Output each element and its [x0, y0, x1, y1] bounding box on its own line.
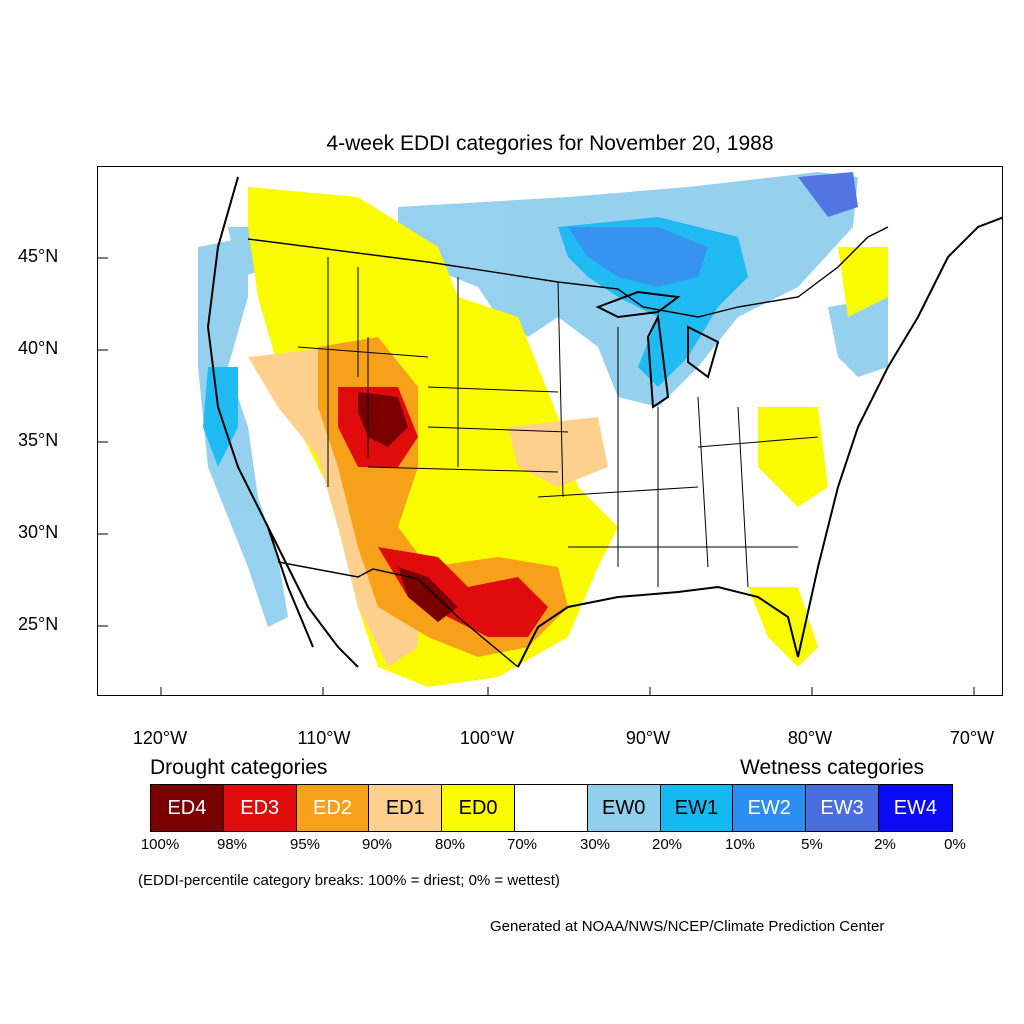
legend-cell-ed1: ED1 [369, 785, 443, 831]
ed4-utah-co [358, 392, 408, 447]
break-label: 5% [801, 836, 823, 853]
drought-categories-title: Drought categories [150, 756, 328, 779]
lat-label-40: 40°N [18, 338, 59, 358]
lake-superior [595, 290, 681, 319]
eddi-map [97, 166, 1003, 696]
ed0-east [758, 407, 828, 507]
category-legend-bar: ED4 ED3 ED2 ED1 ED0 EW0 EW1 EW2 EW3 EW4 [150, 784, 953, 832]
lon-label-100: 100°W [459, 728, 515, 748]
atlantic-coast [797, 216, 1002, 658]
lon-label-90: 90°W [625, 728, 671, 748]
credit-line: Generated at NOAA/NWS/NCEP/Climate Predi… [490, 918, 885, 935]
mexico-border [277, 561, 519, 668]
legend-cell-ed4: ED4 [151, 785, 224, 831]
ed1-central [508, 417, 608, 487]
lat-label-35: 35°N [18, 430, 59, 450]
lake-michigan [646, 313, 670, 409]
legend-cell-ew3: EW3 [806, 785, 879, 831]
map-title: 4-week EDDI categories for November 20, … [326, 132, 774, 155]
lon-label-110: 110°W [297, 728, 351, 748]
wetness-categories-title: Wetness categories [740, 756, 925, 779]
lat-label-25: 25°N [18, 614, 59, 634]
legend-cell-ew1: EW1 [660, 785, 734, 831]
gulf-coast [517, 585, 799, 668]
break-label: 20% [651, 836, 683, 853]
superior-ew2 [568, 227, 708, 287]
legend-cell-ew4: EW4 [878, 785, 952, 831]
inner-ticks [98, 257, 975, 695]
legend-cell-ew2: EW2 [733, 785, 807, 831]
lat-label-30: 30°N [18, 522, 59, 542]
ed0-southeast [748, 587, 818, 667]
legend-cell-ew0: EW0 [587, 785, 661, 831]
ed0-maine [838, 247, 888, 317]
west-coast-wet [198, 237, 288, 627]
legend-cell-ed3: ED3 [223, 785, 297, 831]
lon-label-70: 70°W [949, 728, 995, 748]
break-label: 30% [579, 836, 611, 853]
break-label: 2% [874, 836, 896, 853]
ed3-texas [378, 547, 548, 637]
boundaries [206, 176, 1002, 668]
west-coastline [206, 176, 314, 648]
northeast-wet [828, 297, 888, 377]
break-label: 70% [506, 836, 538, 853]
break-label: 98% [216, 836, 248, 853]
wetness-regions [198, 172, 888, 627]
north-border-ew3 [798, 172, 858, 217]
lon-label-80: 80°W [787, 728, 833, 748]
legend-cell-ed0: ED0 [442, 785, 515, 831]
legend-cell-normal [514, 785, 588, 831]
break-label: 80% [434, 836, 466, 853]
category-breaks-note: (EDDI-percentile category breaks: 100% =… [138, 872, 560, 889]
us-canada-border [247, 226, 889, 318]
break-label: 95% [289, 836, 321, 853]
state-lines [297, 257, 819, 588]
baja-coast [267, 526, 359, 668]
ed4-texas [398, 567, 458, 622]
break-label: 100% [140, 836, 180, 853]
break-label: 10% [724, 836, 756, 853]
drought-regions [248, 187, 888, 687]
legend-cell-ed2: ED2 [296, 785, 370, 831]
lat-label-45: 45°N [18, 246, 59, 266]
break-label: 90% [361, 836, 393, 853]
break-label: 0% [944, 836, 966, 853]
lon-label-120: 120°W [132, 728, 188, 748]
lake-huron [687, 325, 720, 379]
